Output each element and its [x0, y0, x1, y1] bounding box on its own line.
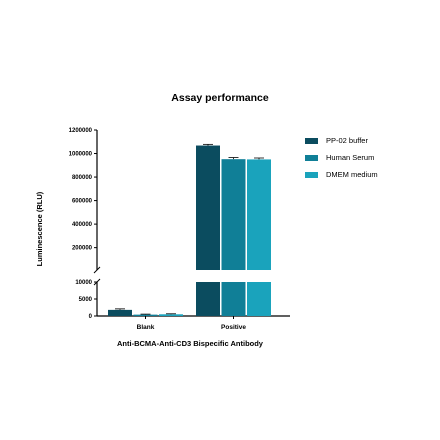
- axis-break-mark: [93, 266, 101, 274]
- y-tick-label: 5000: [79, 297, 93, 303]
- y-tick-label: 800000: [72, 175, 93, 181]
- y-tick-label: 0: [89, 314, 93, 320]
- y-tick-label: 1200000: [69, 128, 93, 134]
- bar-lower-part: [221, 282, 246, 316]
- legend-swatch: [305, 154, 318, 161]
- legend-label: DMEM medium: [326, 170, 378, 179]
- legend-item-dmem: DMEM medium: [305, 166, 378, 183]
- legend-swatch: [305, 137, 318, 144]
- bar: [247, 159, 271, 270]
- bar: [196, 145, 220, 270]
- legend-label: Human Serum: [326, 153, 375, 162]
- bar-lower-part: [196, 282, 220, 316]
- y-tick-label: 10000: [75, 280, 92, 286]
- bar-lower-part: [247, 282, 271, 316]
- bar: [159, 314, 183, 316]
- bar: [133, 314, 158, 316]
- bar: [108, 309, 132, 316]
- y-tick-label: 600000: [72, 199, 93, 205]
- x-tick-label: Blank: [137, 324, 155, 331]
- bar: [221, 159, 246, 270]
- legend-swatch: [305, 171, 318, 178]
- y-tick-label: 400000: [72, 222, 93, 228]
- chart-title: Assay performance: [171, 92, 269, 104]
- legend-item-pp02: PP-02 buffer: [305, 132, 378, 149]
- x-axis-label: Anti-BCMA-Anti-CD3 Bispecific Antibody: [117, 339, 263, 348]
- legend-item-human-serum: Human Serum: [305, 149, 378, 166]
- legend-label: PP-02 buffer: [326, 136, 368, 145]
- y-tick-label: 1000000: [69, 152, 93, 158]
- x-tick-label: Positive: [221, 324, 246, 331]
- y-tick-label: 200000: [72, 246, 93, 252]
- legend: PP-02 buffer Human Serum DMEM medium: [305, 132, 378, 183]
